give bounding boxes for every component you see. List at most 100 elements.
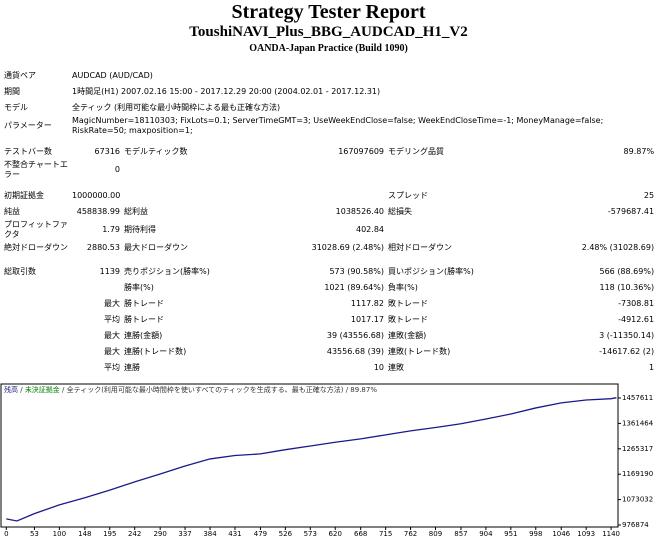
x-tick-label: 431 [228, 530, 241, 538]
field-value: 1021 (89.64%) [324, 283, 384, 292]
field-value: 43556.68 (39) [326, 347, 384, 356]
legend-entry: 89.87% [350, 386, 377, 394]
field-value: 458838.99 [76, 207, 120, 216]
x-tick-label: 904 [479, 530, 493, 538]
field-value: 89.87% [623, 147, 655, 156]
field-value: 25 [643, 191, 655, 200]
field-label: 絶対ドローダウン [4, 243, 68, 252]
field-label: パラメーター [4, 121, 52, 130]
report-row: モデル 全ティック (利用可能な最小時間枠による最も正確な方法) [2, 100, 656, 116]
field-value [242, 160, 386, 180]
report-row: 平均 連勝 10 連敗 1 [2, 360, 656, 376]
expert-name: ToushiNAVI_Plus_BBG_AUDCAD_H1_V2 [189, 24, 468, 40]
x-tick-label: 1046 [552, 530, 570, 538]
field-value: 67316 [94, 147, 120, 156]
field-label [2, 280, 70, 296]
x-tick-label: 337 [178, 530, 191, 538]
x-tick-label: 809 [429, 530, 442, 538]
report-row: 不整合チャートエラー 0 [2, 160, 656, 180]
x-tick-label: 526 [279, 530, 293, 538]
report-row: 最大 勝トレード 1117.82 敗トレード -7308.81 [2, 296, 656, 312]
report-row: プロフィットファクタ 1.79 期待利得 402.84 [2, 220, 656, 240]
field-value: 566 (88.69%) [599, 267, 655, 276]
field-label: 通貨ペア [4, 71, 36, 80]
legend-separator: / [60, 386, 67, 394]
field-value: 平均 [104, 363, 120, 372]
field-label: 相対ドローダウン [388, 243, 452, 252]
field-label: 連敗(トレード数) [388, 347, 451, 356]
y-tick-label: 1457611 [622, 394, 653, 402]
field-label: 最大ドローダウン [124, 243, 188, 252]
field-value: 167097609 [338, 147, 384, 156]
field-value: 1.79 [102, 225, 120, 234]
report-row: 最大 連勝(トレード数) 43556.68 (39) 連敗(トレード数) -14617.… [2, 344, 656, 360]
field-value: 最大 [104, 331, 120, 340]
field-label [2, 360, 70, 376]
legend-entry: 残高 [4, 385, 18, 394]
report-row: 総取引数 1139 売りポジション(勝率%) 573 (90.58%) 買いポジション(… [2, 264, 656, 280]
report-row: 平均 勝トレード 1017.17 敗トレード -4912.61 [2, 312, 656, 328]
field-label: 連敗(金額) [388, 331, 427, 340]
field-label: 連勝(トレード数) [124, 347, 187, 356]
field-value: 3 (-11350.14) [599, 331, 655, 340]
field-label: 買いポジション(勝率%) [388, 267, 474, 276]
field-label [386, 160, 506, 180]
y-tick-label: 1169190 [622, 470, 653, 478]
x-tick-label: 857 [454, 530, 467, 538]
field-value: 0 [114, 165, 120, 174]
field-label: プロフィットファクタ [4, 220, 68, 239]
field-label: モデルティック数 [124, 147, 188, 156]
field-value: 402.84 [356, 225, 384, 234]
report-table: 通貨ペア AUDCAD (AUD/CAD) 期間 1時間足(H1) 2007.02.1… [2, 68, 656, 376]
x-tick-label: 573 [304, 530, 317, 538]
field-value: 1017.17 [350, 315, 384, 324]
x-tick-label: 620 [329, 530, 342, 538]
x-tick-label: 1093 [577, 530, 595, 538]
field-label [122, 160, 242, 180]
field-label [2, 344, 70, 360]
x-tick-label: 998 [529, 530, 542, 538]
plot-frame [0, 383, 619, 528]
x-tick-label: 242 [128, 530, 141, 538]
header: Strategy Tester Report ToushiNAVI_Plus_B… [0, 1, 657, 55]
x-tick-label: 951 [504, 530, 517, 538]
field-value: 平均 [104, 315, 120, 324]
field-label: 総損失 [388, 207, 412, 216]
field-value: -4912.61 [618, 315, 655, 324]
field-value: -7308.81 [618, 299, 655, 308]
field-label: 敗トレード [388, 299, 428, 308]
field-label: モデリング品質 [388, 147, 444, 156]
x-tick-label: 53 [30, 530, 39, 538]
field-label: スプレッド [388, 191, 428, 200]
field-label: 連勝 [124, 363, 140, 372]
x-tick-label: 1140 [602, 530, 620, 538]
field-value: 1000000.00 [72, 191, 121, 200]
field-value: -579687.41 [607, 207, 655, 216]
legend-separator: / [343, 386, 350, 394]
field-label: 勝トレード [124, 315, 164, 324]
x-tick-label: 290 [153, 530, 166, 538]
field-label [2, 296, 70, 312]
field-value [242, 188, 386, 204]
field-label: 総取引数 [4, 267, 36, 276]
report-row: 通貨ペア AUDCAD (AUD/CAD) [2, 68, 656, 84]
field-label: 純益 [4, 207, 20, 216]
field-value: 1038526.40 [335, 207, 384, 216]
field-value: 最大 [104, 299, 120, 308]
field-value [506, 220, 656, 240]
field-label: 勝率(%) [124, 283, 154, 292]
field-value: AUDCAD (AUD/CAD) [72, 71, 153, 80]
field-value: 1139 [99, 267, 120, 276]
field-value: 1117.82 [350, 299, 384, 308]
equity-line [6, 397, 617, 522]
field-label [386, 220, 506, 240]
field-value: -14617.62 (2) [599, 347, 655, 356]
field-label: 初期証拠金 [4, 191, 44, 200]
y-tick-label: 1265317 [622, 445, 653, 453]
spacer [2, 136, 656, 144]
field-value: 全ティック (利用可能な最小時間枠による最も正確な方法) [72, 103, 281, 112]
field-value: 2880.53 [86, 243, 120, 252]
field-value: 1 [648, 363, 655, 372]
x-tick-label: 715 [379, 530, 392, 538]
field-label: 連敗 [388, 363, 404, 372]
